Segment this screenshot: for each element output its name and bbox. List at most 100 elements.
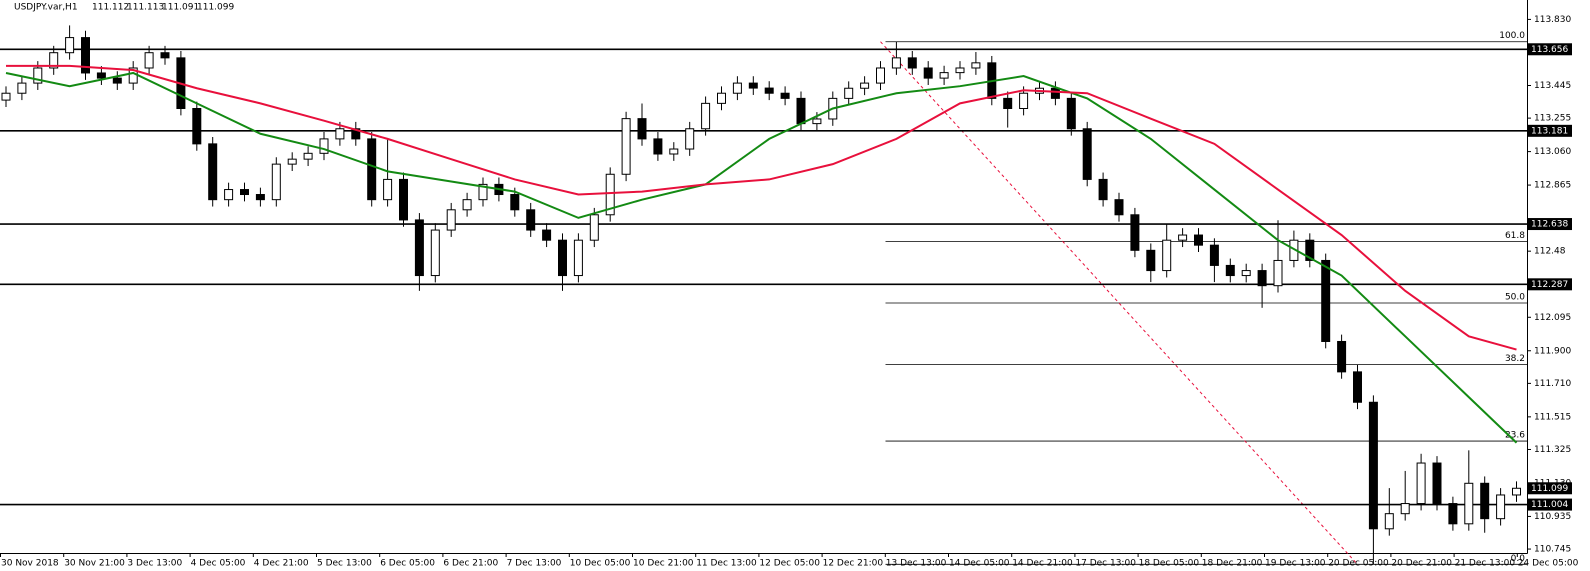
- candle-body: [764, 87, 774, 94]
- candle-body: [1241, 270, 1251, 277]
- candle-body: [1353, 371, 1362, 403]
- candle-body: [1098, 178, 1108, 201]
- header-value: 111.099: [197, 3, 234, 13]
- x-tick-label: 20 Dec 05:00: [1328, 559, 1389, 569]
- y-tick-label: 113.060: [1534, 147, 1571, 157]
- candle-body: [1082, 128, 1092, 180]
- x-tick-label: 6 Dec 21:00: [443, 559, 498, 569]
- current-price-box: [1528, 482, 1572, 495]
- candle-body: [1496, 494, 1506, 520]
- candle-body: [255, 194, 265, 201]
- candle-body: [891, 57, 901, 69]
- candle-body: [526, 209, 536, 231]
- trend-line: [880, 41, 1358, 565]
- candle-body: [1130, 214, 1140, 251]
- candle-body: [1257, 270, 1267, 287]
- candle-body: [1416, 462, 1426, 505]
- header-value: 111.091: [162, 3, 199, 13]
- candle-body: [637, 118, 647, 140]
- candle-body: [208, 143, 218, 201]
- level-price-box: [1528, 218, 1572, 231]
- candle-body: [621, 118, 631, 175]
- symbol: USDJPY.var,H1: [14, 3, 78, 13]
- candle-body: [160, 52, 170, 59]
- x-tick-label: 12 Dec 21:00: [823, 559, 884, 569]
- x-tick-label: 17 Dec 13:00: [1075, 559, 1136, 569]
- level-price-box: [1528, 43, 1572, 56]
- x-tick-label: 11 Dec 13:00: [696, 559, 757, 569]
- candle-body: [1273, 259, 1283, 287]
- level-price-label: 112.638: [1531, 220, 1568, 230]
- x-tick-label: 13 Dec 13:00: [886, 559, 947, 569]
- candle-body: [1400, 503, 1410, 515]
- x-tick-label: 21 Dec 13:00: [1455, 559, 1516, 569]
- x-tick-label: 30 Nov 2018: [1, 559, 59, 569]
- x-tick-label: 20 Dec 21:00: [1391, 559, 1452, 569]
- level-price-label: 113.656: [1531, 45, 1568, 55]
- fib-label: 61.8: [1505, 231, 1525, 241]
- candle-body: [1512, 487, 1521, 496]
- candle-body: [844, 87, 854, 99]
- candle-body: [1, 92, 11, 101]
- y-tick-label: 111.325: [1534, 445, 1571, 455]
- header: USDJPY.var,H1: [14, 3, 78, 13]
- candle-body: [430, 229, 440, 277]
- level-price-label: 113.181: [1531, 126, 1568, 136]
- x-tick-label: 10 Dec 21:00: [633, 559, 694, 569]
- x-tick-label: 7 Dec 13:00: [507, 559, 562, 569]
- candle-body: [17, 82, 27, 94]
- candle-body: [1019, 92, 1029, 110]
- candle-body: [1146, 249, 1156, 272]
- y-tick-label: 111.900: [1534, 346, 1571, 356]
- candle-body: [701, 102, 711, 130]
- candle-body: [1368, 401, 1378, 530]
- y-tick-label: 112.48: [1534, 247, 1566, 257]
- candle-body: [144, 52, 154, 69]
- x-tick-label: 5 Dec 13:00: [317, 559, 372, 569]
- x-tick-label: 19 Dec 13:00: [1265, 559, 1326, 569]
- candle-body: [573, 239, 583, 277]
- y-tick-label: 110.935: [1534, 512, 1571, 522]
- x-tick-label: 14 Dec 05:00: [949, 559, 1010, 569]
- candle-body: [1448, 503, 1458, 525]
- header-value: 111.113: [127, 3, 164, 13]
- candle-body: [81, 37, 90, 74]
- fib-label: 50.0: [1505, 293, 1525, 303]
- candle-body: [383, 178, 393, 201]
- candle-body: [112, 77, 122, 84]
- candle-body: [335, 128, 345, 140]
- level-price-label: 112.287: [1531, 280, 1568, 290]
- candle-body: [669, 148, 679, 155]
- candle-body: [1305, 239, 1315, 261]
- x-tick-label: 4 Dec 05:00: [191, 559, 246, 569]
- moving-average: [5, 71, 1518, 444]
- x-tick-label: 14 Dec 21:00: [1012, 559, 1073, 569]
- header-value: 111.112: [92, 3, 129, 13]
- candle-body: [1384, 513, 1394, 530]
- candle-body: [446, 209, 456, 231]
- candle-body: [414, 219, 424, 277]
- candle-body: [510, 194, 520, 211]
- x-tick-label: 24 Dec 05:00: [1518, 559, 1579, 569]
- candle-body: [1066, 97, 1076, 130]
- fib-label: 23.6: [1505, 431, 1525, 441]
- candle-body: [399, 178, 408, 221]
- y-tick-label: 110.745: [1534, 545, 1571, 555]
- candle-body: [240, 189, 249, 196]
- candle-body: [1464, 482, 1474, 525]
- candle-body: [796, 97, 806, 125]
- candle-body: [812, 118, 822, 125]
- x-tick-label: 12 Dec 05:00: [759, 559, 820, 569]
- candle-body: [939, 72, 949, 79]
- y-tick-label: 111.515: [1534, 412, 1571, 422]
- x-tick-label: 3 Dec 13:00: [127, 559, 182, 569]
- x-tick-label: 18 Dec 21:00: [1202, 559, 1263, 569]
- x-tick-label: 30 Nov 21:00: [64, 559, 125, 569]
- candle-body: [1114, 199, 1124, 216]
- candle-body: [1162, 239, 1172, 272]
- y-tick-label: 113.830: [1534, 15, 1571, 25]
- candle-body: [271, 163, 281, 201]
- x-tick-label: 6 Dec 05:00: [380, 559, 435, 569]
- current-price-label: 111.099: [1531, 484, 1568, 494]
- candle-body: [589, 214, 599, 241]
